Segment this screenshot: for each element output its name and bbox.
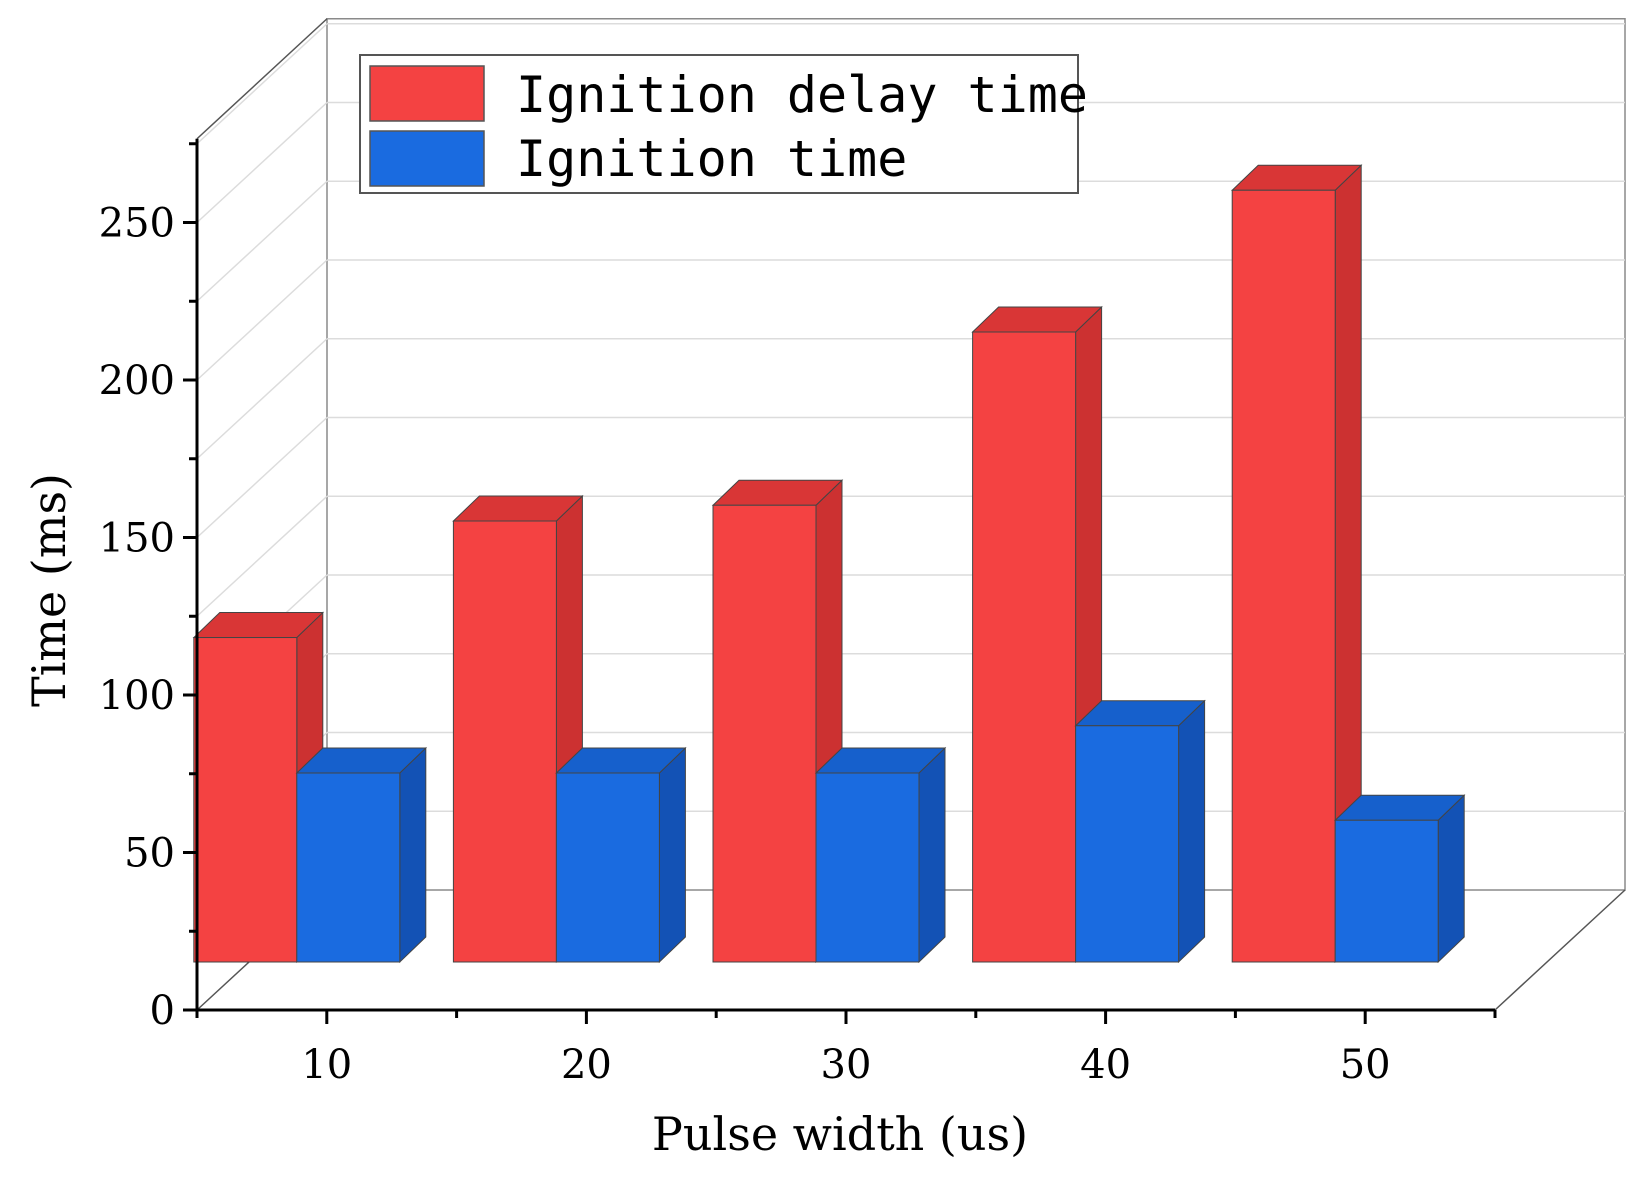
y-tick-label: 250: [99, 201, 175, 247]
bar-ignition-delay-time-10: [193, 637, 298, 963]
gridline-side: [196, 495, 328, 617]
y-tick-label: 50: [124, 831, 175, 877]
legend: Ignition delay time Ignition time: [359, 54, 1088, 194]
bar-ignition-delay-time-20: [452, 520, 557, 963]
x-axis-title: Pulse width (us): [652, 1107, 1028, 1161]
x-tick-label: 20: [561, 1042, 612, 1088]
y-tick-label: 100: [99, 673, 175, 719]
bar-ignition-time-30: [815, 772, 920, 963]
bar-ignition-time-50: [1334, 819, 1439, 963]
y-axis-title: Time (ms): [22, 473, 76, 707]
y-tick-label: 200: [99, 358, 175, 404]
x-tick-label: 30: [821, 1042, 872, 1088]
x-tick-label: 40: [1080, 1042, 1131, 1088]
bar-side-ignition-time-20: [658, 746, 686, 964]
bar-ignition-delay-time-40: [972, 331, 1077, 963]
y-axis-ticks: 0 50 100 150 200 250: [99, 142, 197, 1034]
x-tick-label: 50: [1340, 1042, 1391, 1088]
bar-ignition-delay-time-30: [712, 504, 817, 963]
y-tick-label: 150: [99, 516, 175, 562]
bar-ignition-delay-time-50: [1231, 189, 1336, 963]
y-tick-label: 0: [150, 988, 175, 1034]
gridline-side: [196, 180, 328, 302]
x-axis-ticks: 10 20 30 40 50: [195, 1010, 1497, 1088]
bars: [192, 164, 1466, 964]
bar-ignition-time-10: [296, 772, 401, 963]
x-tick-label: 10: [301, 1042, 352, 1088]
bar-side-ignition-time-50: [1437, 794, 1465, 964]
bar-side-ignition-time-10: [399, 746, 427, 964]
left-wall-top-edge: [196, 18, 328, 140]
legend-label-ignition-delay-time: Ignition delay time: [516, 66, 1088, 124]
legend-swatch-ignition-time: [369, 130, 485, 187]
bar-ignition-time-20: [555, 772, 660, 963]
bar-side-ignition-time-40: [1178, 699, 1206, 964]
bar-side-ignition-time-30: [918, 746, 946, 964]
floor-right-edge: [1494, 889, 1626, 1011]
gridline-side: [196, 259, 328, 381]
gridline-side: [196, 416, 328, 539]
bar-ignition-time-40: [1075, 725, 1180, 963]
legend-swatch-ignition-delay-time: [369, 65, 485, 122]
gridline-side: [196, 101, 328, 224]
gridline-side: [196, 23, 328, 145]
legend-label-ignition-time: Ignition time: [516, 130, 907, 188]
gridline-side: [196, 338, 328, 460]
